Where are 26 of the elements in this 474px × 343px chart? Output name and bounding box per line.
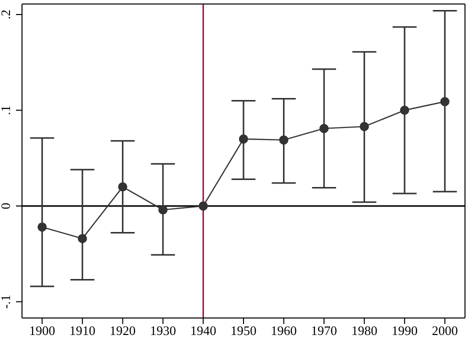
x-tick-label: 1940 [190,323,216,338]
x-tick-label: 1920 [110,323,136,338]
x-tick-label: 1930 [150,323,176,338]
point [319,124,329,134]
point [158,205,168,214]
x-tick-label: 2000 [432,323,458,338]
x-tick-label: 1900 [29,323,56,338]
x-tick-label: 1980 [351,323,378,338]
point [400,106,410,115]
x-tick-label: 1970 [311,323,338,338]
y-tick-label: .2 [0,10,13,20]
x-tick-label: 1950 [230,323,256,338]
point [238,134,248,144]
y-tick-label: -.1 [0,294,13,309]
point [78,234,88,244]
point [279,135,288,145]
point [198,201,208,211]
point [440,97,450,106]
x-tick-label: 1990 [392,323,418,338]
point [38,222,47,232]
x-tick-label: 1910 [69,323,96,338]
y-tick-label: .1 [0,105,13,116]
x-tick-label: 1960 [270,323,297,338]
point [118,182,128,192]
point [360,122,369,132]
y-tick-label: 0 [0,202,13,210]
